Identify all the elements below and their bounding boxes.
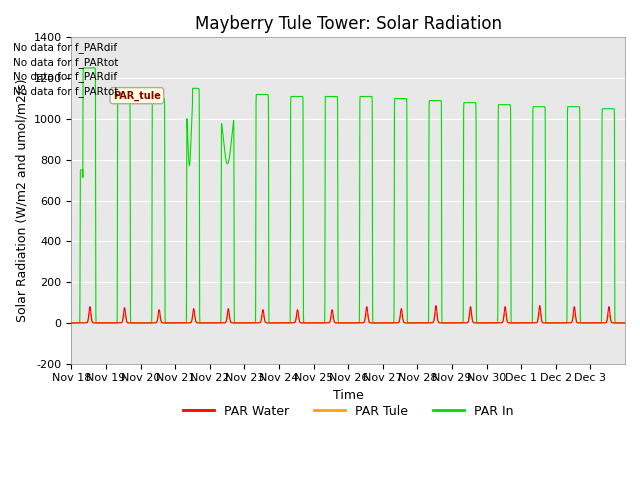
- Y-axis label: Solar Radiation (W/m2 and umol/m2/s): Solar Radiation (W/m2 and umol/m2/s): [15, 79, 28, 322]
- Text: No data for f_PARtot: No data for f_PARtot: [13, 85, 118, 96]
- Text: No data for f_PARdif: No data for f_PARdif: [13, 42, 117, 53]
- Text: No data for f_PARdif: No data for f_PARdif: [13, 71, 117, 82]
- X-axis label: Time: Time: [333, 389, 364, 402]
- Text: PAR_tule: PAR_tule: [113, 91, 161, 101]
- Text: No data for f_PARtot: No data for f_PARtot: [13, 57, 118, 68]
- Title: Mayberry Tule Tower: Solar Radiation: Mayberry Tule Tower: Solar Radiation: [195, 15, 502, 33]
- Legend: PAR Water, PAR Tule, PAR In: PAR Water, PAR Tule, PAR In: [177, 400, 519, 423]
